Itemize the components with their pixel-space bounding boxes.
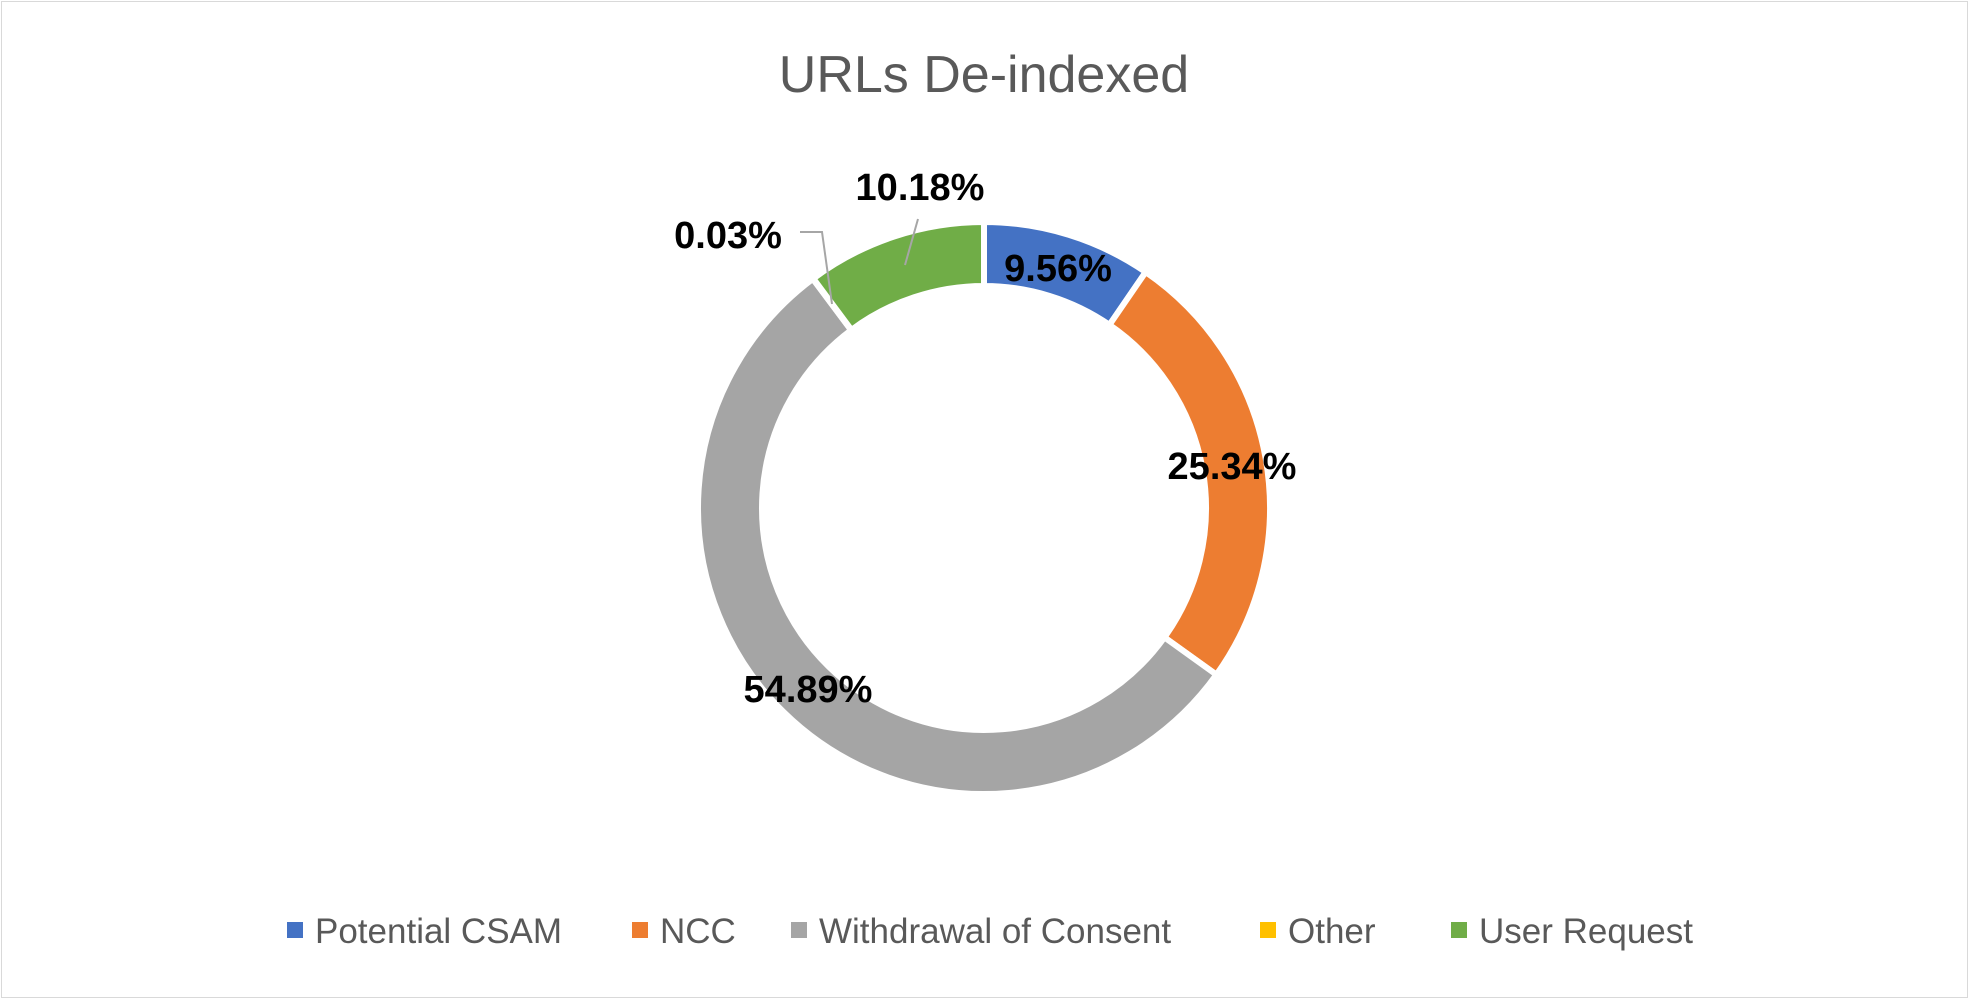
data-label-other: 0.03% [674,215,782,257]
legend: Potential CSAM NCC Withdrawal of Consent Ot… [287,912,1693,951]
legend-item-user-request: User Request [1451,912,1693,951]
legend-swatch-ncc [632,922,648,938]
legend-swatch-user-request [1451,922,1467,938]
leader-lines-group [800,218,919,305]
data-label-potential-csam: 9.56% [1004,248,1112,290]
leader-line-other [800,231,833,305]
leader-line-user-request [904,218,919,266]
legend-swatch-potential-csam [287,922,303,938]
data-labels-group: 9.56% 25.34% 54.89% 0.03% 10.18% [674,167,1296,711]
legend-label-ncc: NCC [660,912,736,951]
legend-label-withdrawal-of-consent: Withdrawal of Consent [819,912,1171,951]
legend-item-other: Other [1260,912,1376,951]
legend-swatch-withdrawal-of-consent [791,922,807,938]
chart-title: URLs De-indexed [779,46,1189,104]
legend-item-potential-csam: Potential CSAM [287,912,562,951]
slice-user-request [809,218,987,335]
data-label-withdrawal-of-consent: 54.89% [744,669,873,711]
legend-label-other: Other [1288,912,1376,951]
legend-label-user-request: User Request [1479,912,1693,951]
legend-item-withdrawal-of-consent: Withdrawal of Consent [791,912,1171,951]
legend-item-ncc: NCC [632,912,736,951]
legend-swatch-other [1260,922,1276,938]
data-label-ncc: 25.34% [1168,446,1297,488]
data-label-user-request: 10.18% [856,167,985,209]
legend-label-potential-csam: Potential CSAM [315,912,562,951]
slice-withdrawal-of-consent [695,274,1221,797]
slices-group [695,218,1273,797]
